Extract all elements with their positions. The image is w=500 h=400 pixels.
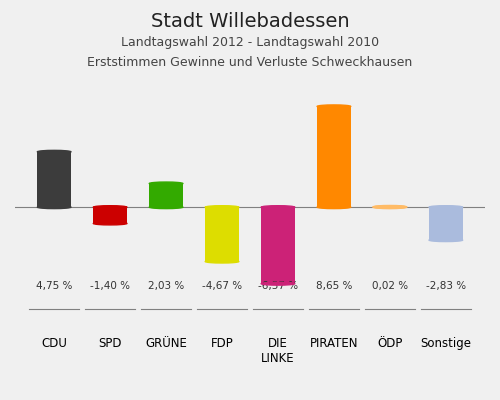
Ellipse shape <box>429 239 462 242</box>
Text: 0,02 %: 0,02 % <box>372 281 408 291</box>
Bar <box>205 207 239 262</box>
Ellipse shape <box>205 260 239 263</box>
Ellipse shape <box>205 206 239 209</box>
Text: -2,83 %: -2,83 % <box>426 281 466 291</box>
Text: 8,65 %: 8,65 % <box>316 281 352 291</box>
Ellipse shape <box>38 206 71 209</box>
Bar <box>94 207 127 224</box>
Text: -4,67 %: -4,67 % <box>202 281 242 291</box>
Ellipse shape <box>373 206 406 208</box>
Ellipse shape <box>317 206 350 209</box>
Ellipse shape <box>373 206 406 209</box>
Bar <box>261 207 295 284</box>
Text: Stadt Willebadessen: Stadt Willebadessen <box>150 12 350 31</box>
Bar <box>429 207 462 240</box>
Ellipse shape <box>150 182 183 185</box>
Ellipse shape <box>94 206 127 209</box>
Text: 4,75 %: 4,75 % <box>36 281 72 291</box>
Ellipse shape <box>94 222 127 225</box>
Ellipse shape <box>429 206 462 209</box>
Ellipse shape <box>38 150 71 153</box>
Bar <box>38 152 71 207</box>
Text: Erststimmen Gewinne und Verluste Schweckhausen: Erststimmen Gewinne und Verluste Schweck… <box>88 56 412 69</box>
Text: 2,03 %: 2,03 % <box>148 281 184 291</box>
Text: -6,57 %: -6,57 % <box>258 281 298 291</box>
Text: Landtagswahl 2012 - Landtagswahl 2010: Landtagswahl 2012 - Landtagswahl 2010 <box>121 36 379 49</box>
Text: -1,40 %: -1,40 % <box>90 281 130 291</box>
Ellipse shape <box>317 105 350 108</box>
Ellipse shape <box>261 206 295 209</box>
Ellipse shape <box>150 206 183 209</box>
Ellipse shape <box>261 282 295 285</box>
Bar <box>150 184 183 207</box>
Bar <box>317 106 350 207</box>
